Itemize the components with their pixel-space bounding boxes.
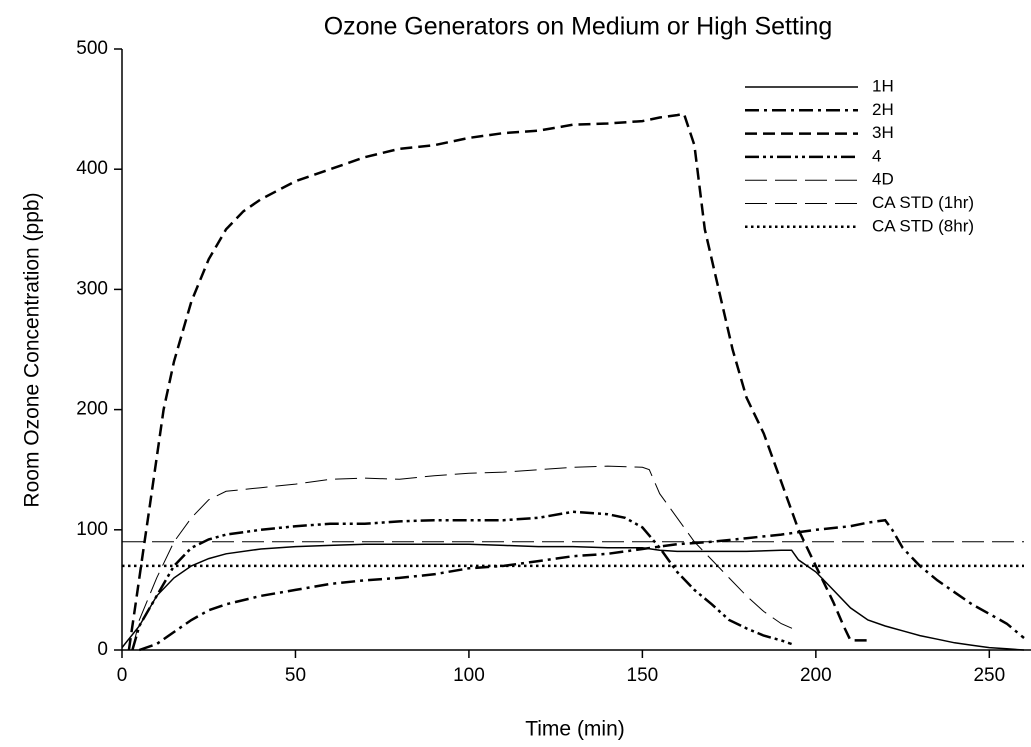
x-tick-label: 200 — [800, 665, 832, 686]
x-tick-label: 100 — [453, 665, 485, 686]
x-tick-label: 50 — [285, 665, 306, 686]
legend-label: 1H — [872, 76, 894, 95]
x-axis-label: Time (min) — [525, 718, 625, 741]
x-tick-label: 0 — [117, 665, 128, 686]
legend-label: 2H — [872, 100, 894, 119]
series-line — [138, 518, 1025, 652]
series-line — [131, 465, 796, 651]
y-tick-label: 200 — [76, 399, 108, 420]
series-line — [131, 510, 793, 651]
y-tick-label: 500 — [76, 38, 108, 59]
y-tick-label: 0 — [97, 639, 108, 660]
legend-label: 4D — [872, 170, 894, 189]
y-tick-label: 400 — [76, 158, 108, 179]
legend-label: 4 — [872, 146, 881, 165]
legend-label: 3H — [872, 123, 894, 142]
x-tick-label: 150 — [627, 665, 659, 686]
y-tick-label: 100 — [76, 519, 108, 540]
series-line — [121, 543, 1025, 651]
y-tick-label: 300 — [76, 278, 108, 299]
x-tick-label: 250 — [973, 665, 1005, 686]
legend-label: CA STD (8hr) — [872, 216, 974, 235]
legend-label: CA STD (1hr) — [872, 193, 974, 212]
chart-title: Ozone Generators on Medium or High Setti… — [324, 13, 833, 41]
y-axis-label: Room Ozone Concentration (ppb) — [21, 192, 44, 507]
series-line — [127, 112, 868, 651]
